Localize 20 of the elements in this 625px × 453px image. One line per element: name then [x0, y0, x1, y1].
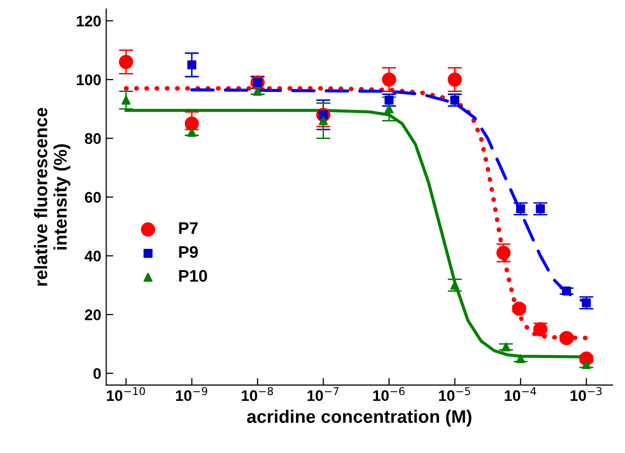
x-tick-label: 10$^{−6}$ — [373, 387, 405, 402]
y-tick-label: 100 — [76, 74, 101, 86]
y-tick-label: 120 — [76, 16, 101, 26]
x-tick-label: 10$^{−9}$ — [176, 387, 208, 402]
x-tick-label: 10$^{−4}$ — [504, 387, 536, 402]
y-tick-label: 20 — [84, 309, 101, 320]
y-tick-label: 80 — [84, 133, 101, 144]
y-axis-title: relative fluorescence intensity (%) — [34, 108, 70, 286]
legend-label: P10 — [179, 270, 208, 282]
legend-label: P7 — [179, 222, 198, 234]
x-axis-title: acridine concentration (M) — [247, 410, 472, 427]
y-tick-label: 0 — [93, 368, 101, 379]
y-tick-label: 40 — [84, 250, 101, 262]
legend-label: P9 — [179, 246, 198, 258]
x-tick-label: 10$^{−8}$ — [242, 387, 273, 402]
x-tick-label: 10$^{−7}$ — [308, 387, 339, 402]
x-tick-label: 10$^{−3}$ — [570, 387, 602, 402]
y-tick-label: 60 — [84, 192, 101, 203]
x-tick-label: 10$^{−5}$ — [439, 387, 470, 402]
x-tick-label: 10$^{−10}$ — [106, 387, 145, 402]
